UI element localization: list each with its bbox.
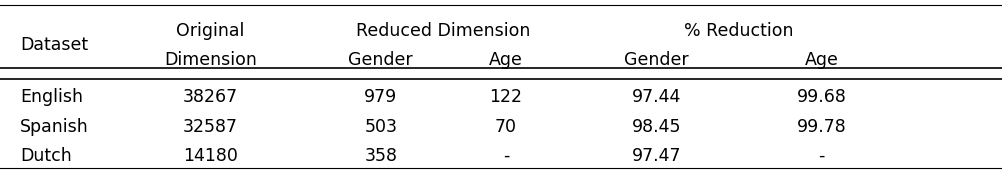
Text: 979: 979 bbox=[364, 88, 398, 107]
Text: 32587: 32587 bbox=[183, 117, 237, 136]
Text: 358: 358 bbox=[365, 147, 397, 165]
Text: Gender: Gender bbox=[624, 51, 688, 69]
Text: 97.44: 97.44 bbox=[631, 88, 681, 107]
Text: % Reduction: % Reduction bbox=[684, 22, 794, 40]
Text: Age: Age bbox=[805, 51, 839, 69]
Text: 38267: 38267 bbox=[182, 88, 238, 107]
Text: 99.78: 99.78 bbox=[797, 117, 847, 136]
Text: 98.45: 98.45 bbox=[631, 117, 681, 136]
Text: 14180: 14180 bbox=[183, 147, 237, 165]
Text: Reduced Dimension: Reduced Dimension bbox=[356, 22, 531, 40]
Text: Gender: Gender bbox=[349, 51, 413, 69]
Text: -: - bbox=[503, 147, 509, 165]
Text: Age: Age bbox=[489, 51, 523, 69]
Text: Dataset: Dataset bbox=[20, 36, 88, 54]
Text: 503: 503 bbox=[365, 117, 397, 136]
Text: 122: 122 bbox=[490, 88, 522, 107]
Text: 99.68: 99.68 bbox=[797, 88, 847, 107]
Text: 70: 70 bbox=[495, 117, 517, 136]
Text: -: - bbox=[819, 147, 825, 165]
Text: Dutch: Dutch bbox=[20, 147, 72, 165]
Text: Dimension: Dimension bbox=[164, 51, 257, 69]
Text: 97.47: 97.47 bbox=[631, 147, 681, 165]
Text: Spanish: Spanish bbox=[20, 117, 89, 136]
Text: English: English bbox=[20, 88, 83, 107]
Text: Original: Original bbox=[176, 22, 244, 40]
